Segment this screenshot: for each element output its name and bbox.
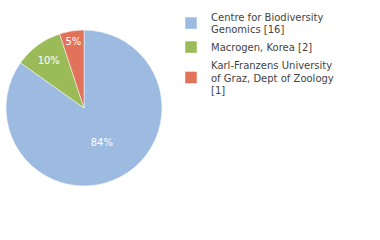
svg-text:Macrogen, Korea [2]: Macrogen, Korea [2] [211, 42, 312, 53]
svg-text:10%: 10% [38, 55, 60, 66]
svg-text:84%: 84% [91, 137, 113, 148]
svg-text:5%: 5% [65, 36, 81, 47]
svg-text:Karl-Franzens Universityof Gra: Karl-Franzens Universityof Graz, Dept of… [211, 60, 334, 97]
svg-text:Centre for BiodiversityGenomic: Centre for BiodiversityGenomics [16] [211, 12, 324, 36]
